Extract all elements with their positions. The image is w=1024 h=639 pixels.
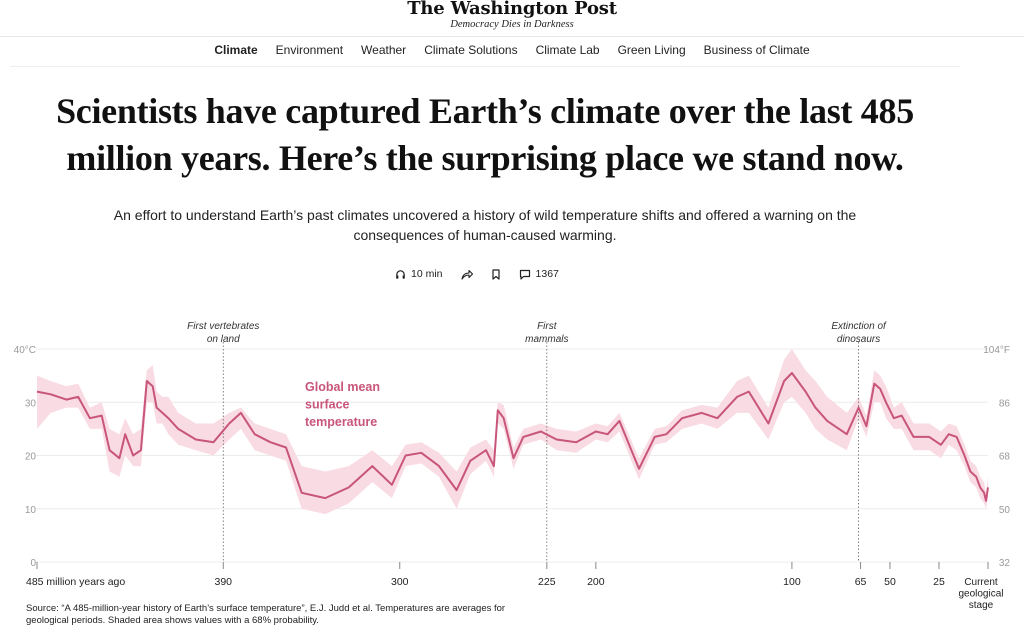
share-icon (460, 269, 473, 280)
article-toolbar: 10 min 1367 (395, 266, 577, 282)
comment-icon (519, 269, 530, 280)
y-tick-right-10: 50 (999, 505, 1011, 516)
article-dek: An effort to understand Earth’s past cli… (113, 207, 857, 243)
y-tick-right-20: 68 (999, 452, 1011, 463)
share-button[interactable] (460, 269, 473, 280)
temperature-chart: 40°C 104°F 30 86 20 68 10 50 0 32 First vertebrate… (14, 321, 1011, 611)
temperature-line (36, 372, 989, 502)
nav-item-green-living[interactable]: Green Living (617, 43, 686, 57)
series-line-layer (36, 372, 989, 502)
event-label-1-line-0: First (537, 321, 558, 332)
y-tick-left-40: 40°C (14, 345, 36, 356)
event-label-2-line-0: Extinction of (831, 321, 887, 332)
comments-count: 1367 (535, 268, 559, 280)
x-tick-label-25: 25 (933, 576, 945, 588)
event-label-1-line-1: mammals (525, 334, 568, 345)
confidence-band (37, 349, 988, 515)
source-note: Source: “A 485-million-year history of E… (26, 603, 506, 626)
chart-labels: 40°C 104°F 30 86 20 68 10 50 0 32 First vertebrate… (14, 321, 1011, 611)
event-label-0-line-1: on land (207, 334, 240, 345)
event-label-2-line-1: dinosaurs (837, 334, 880, 345)
article-headline: Scientists have captured Earth’s climate… (56, 91, 914, 178)
nav-item-climate[interactable]: Climate (214, 43, 258, 57)
x-tick-label-300: 300 (391, 576, 409, 588)
x-tick-label-current-2: stage (969, 600, 994, 611)
x-tick-label-225: 225 (538, 576, 556, 588)
x-tick-label-current-0: Current (964, 577, 998, 588)
site-tagline: Democracy Dies in Darkness (450, 19, 574, 30)
section-nav: Climate Environment Weather Climate Solu… (0, 43, 1024, 59)
x-tick-label-200: 200 (587, 576, 605, 588)
masthead-divider (0, 36, 1024, 37)
confidence-band-layer (37, 349, 988, 515)
nav-item-weather[interactable]: Weather (361, 43, 407, 57)
y-tick-left-10: 10 (25, 505, 37, 516)
site-logo[interactable]: The Washington Post (407, 0, 617, 19)
headphones-icon (396, 269, 405, 279)
bookmark-icon (491, 268, 500, 280)
x-tick-label-485: 485 million years ago (26, 576, 125, 588)
y-tick-left-30: 30 (25, 398, 37, 409)
nav-item-climate-lab[interactable]: Climate Lab (535, 43, 600, 57)
series-label-line-2: temperature (305, 415, 377, 429)
nav-item-business-of-climate[interactable]: Business of Climate (703, 43, 810, 57)
y-tick-right-40: 104°F (983, 345, 1010, 356)
listen-duration: 10 min (411, 268, 443, 280)
x-tick-label-current-1: geological (958, 589, 1003, 600)
event-lines (222, 342, 859, 562)
y-tick-left-0: 0 (30, 558, 36, 569)
masthead: The Washington Post Democracy Dies in Da… (0, 0, 1024, 36)
save-button[interactable] (491, 268, 501, 280)
event-label-0-line-0: First vertebrates (187, 321, 259, 332)
listen-button[interactable]: 10 min (395, 268, 443, 280)
nav-item-environment[interactable]: Environment (275, 43, 344, 57)
y-tick-right-30: 86 (999, 398, 1011, 409)
x-tick-label-65: 65 (855, 576, 867, 588)
x-tick-label-50: 50 (884, 576, 896, 588)
y-tick-right-0: 32 (999, 558, 1011, 569)
nav-item-climate-solutions[interactable]: Climate Solutions (424, 43, 518, 57)
x-tick-label-390: 390 (215, 576, 233, 588)
x-tick-label-100: 100 (783, 576, 801, 588)
comments-button[interactable]: 1367 (519, 268, 559, 280)
y-tick-left-20: 20 (25, 452, 37, 463)
nav-divider (10, 66, 960, 67)
series-label-line-1: surface (305, 398, 350, 412)
series-label-line-0: Global mean (305, 380, 380, 394)
